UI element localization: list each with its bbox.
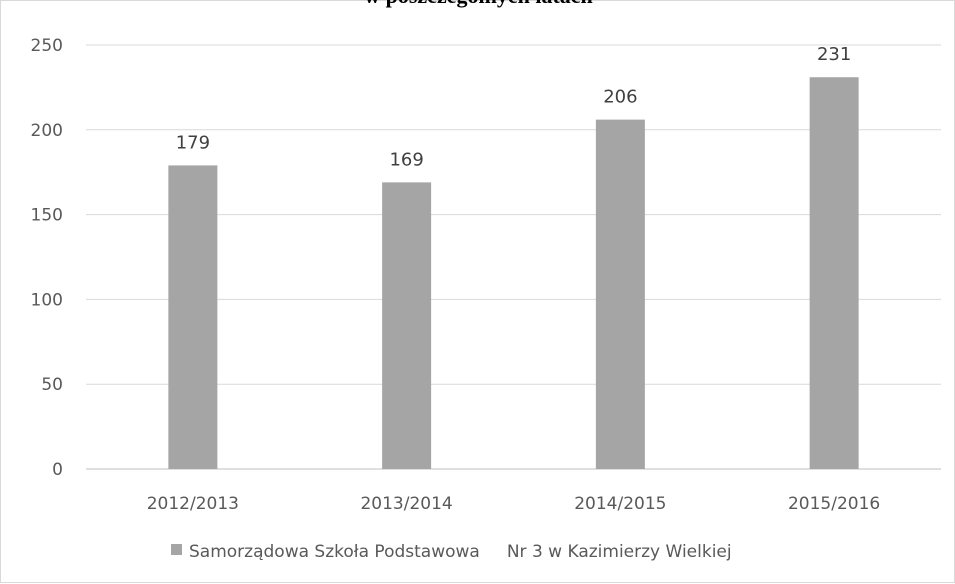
bars: [168, 77, 859, 470]
chart-title: w poszczególnych latach: [1, 0, 955, 9]
y-tick-label: 50: [41, 375, 63, 395]
legend-label: Samorządowa Szkoła Podstawowa Nr 3 w Kaz…: [189, 542, 732, 562]
legend: Samorządowa Szkoła Podstawowa Nr 3 w Kaz…: [171, 542, 732, 562]
legend-swatch: [171, 544, 182, 555]
data-label: 179: [176, 132, 210, 153]
data-label: 169: [389, 149, 423, 170]
y-tick-label: 150: [31, 206, 63, 226]
x-axis-ticks: 2012/2013 2013/2014 2014/2015 2015/2016: [147, 494, 881, 514]
y-tick-label: 100: [31, 290, 63, 310]
bar: [809, 77, 859, 469]
x-tick-label: 2015/2016: [788, 494, 880, 514]
bar: [382, 182, 432, 469]
data-label: 231: [817, 44, 851, 65]
data-labels: 179 169 206 231: [176, 44, 852, 170]
data-label: 206: [603, 87, 637, 108]
x-tick-label: 2012/2013: [147, 494, 239, 514]
bar: [168, 165, 218, 469]
gridlines: [86, 44, 941, 470]
y-tick-label: 200: [31, 121, 63, 141]
y-axis-ticks: 0 50 100 150 200 250: [31, 36, 63, 480]
x-tick-label: 2014/2015: [574, 494, 666, 514]
x-tick-label: 2013/2014: [360, 494, 452, 514]
bar: [595, 119, 645, 470]
y-tick-label: 250: [31, 36, 63, 56]
y-tick-label: 0: [52, 460, 63, 480]
